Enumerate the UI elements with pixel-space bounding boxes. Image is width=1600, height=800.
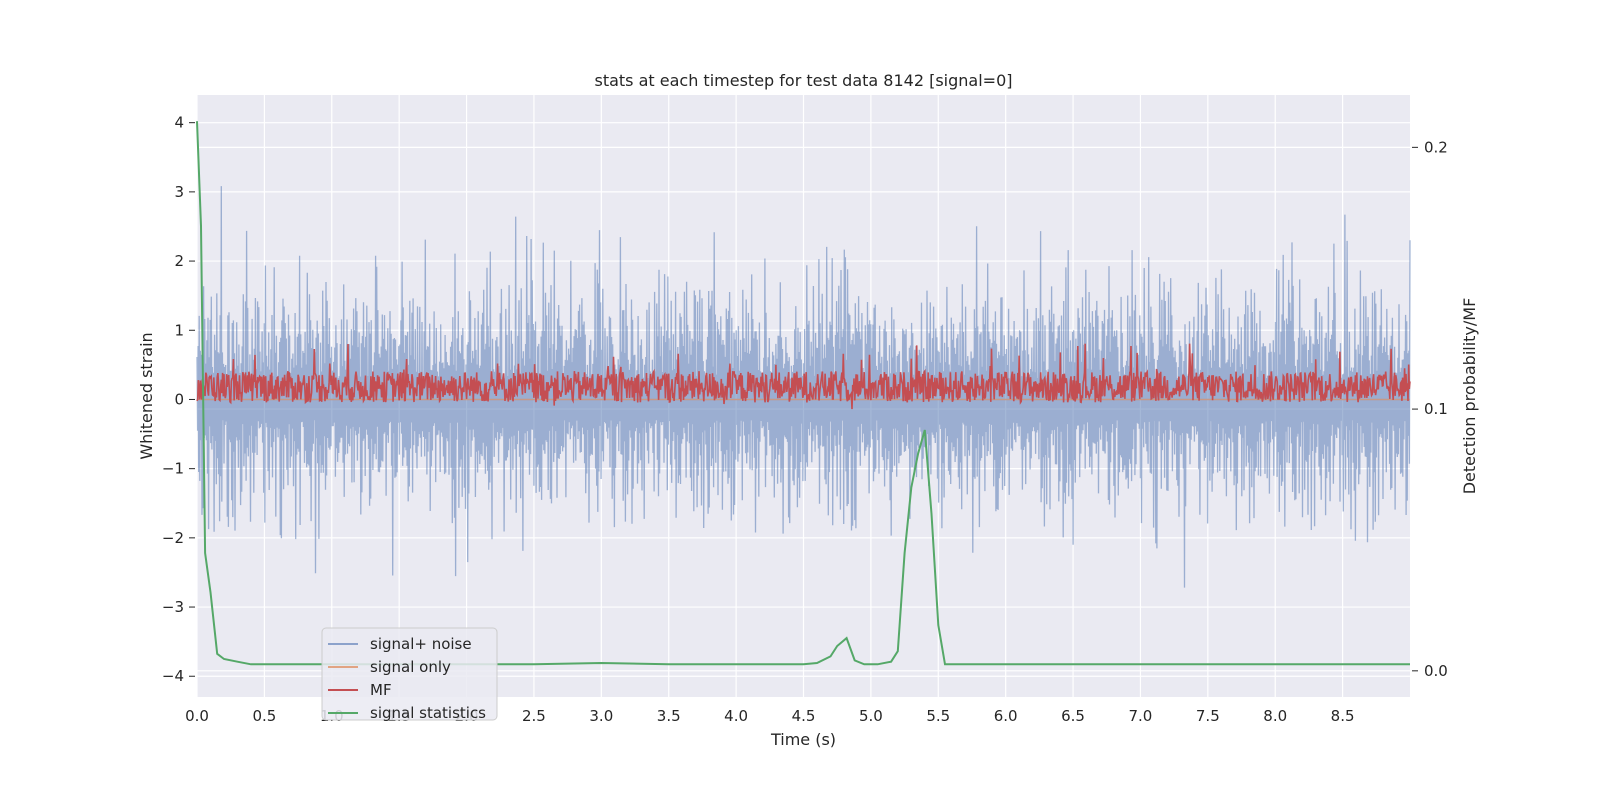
legend-item: MF	[328, 681, 392, 699]
x-tick-label: 5.0	[859, 707, 883, 725]
x-tick-label: 5.5	[926, 707, 950, 725]
x-axis-label: Time (s)	[770, 730, 836, 749]
x-tick-label: 3.0	[589, 707, 613, 725]
legend: signal+ noise signal only MF signal statist…	[321, 627, 498, 722]
x-tick-label: 0.5	[252, 707, 276, 725]
legend-item: signal statistics	[328, 704, 486, 722]
x-tick-label: 7.0	[1129, 707, 1153, 725]
y-tick-label: −4	[162, 667, 184, 685]
signal-statistics-line	[196, 121, 1410, 666]
x-tick-label: 3.5	[657, 707, 681, 725]
x-tick-label: 2.5	[522, 707, 546, 725]
legend-item: signal only	[328, 658, 451, 676]
mf-line	[196, 343, 1411, 410]
x-tick-label: 6.5	[1061, 707, 1085, 725]
x-tick-label: 4.0	[724, 707, 748, 725]
x-tick-label: 7.5	[1196, 707, 1220, 725]
x-tick-label: 8.5	[1331, 707, 1355, 725]
series-mf	[196, 343, 1411, 410]
y-right-tick-label: 0.1	[1424, 400, 1448, 418]
y-tick-label: 2	[174, 252, 184, 270]
legend-label: signal+ noise	[370, 635, 472, 653]
plot-area	[196, 95, 1411, 697]
legend-label: signal only	[370, 658, 451, 676]
x-tick-label: 6.0	[994, 707, 1018, 725]
legend-box	[321, 627, 498, 721]
y-tick-label: 4	[174, 114, 184, 132]
y-tick-label: 1	[174, 321, 184, 339]
y-axis-right-label: Detection probability/MF	[1460, 298, 1479, 495]
y-right-tick-label: 0.2	[1424, 138, 1448, 156]
y-tick-label: −2	[162, 529, 184, 547]
series-signal-statistics	[196, 121, 1410, 666]
x-tick-label: 8.0	[1263, 707, 1287, 725]
series-signal-noise	[196, 186, 1411, 588]
legend-label: MF	[370, 681, 392, 699]
y-right-tick-label: 0.0	[1424, 662, 1448, 680]
chart-title: stats at each timestep for test data 814…	[594, 71, 1012, 90]
x-tick-label: 4.5	[792, 707, 816, 725]
y-axis-label: Whitened strain	[137, 332, 156, 459]
signal-noise-line	[196, 186, 1411, 588]
legend-label: signal statistics	[370, 704, 486, 722]
legend-item: signal+ noise	[328, 635, 472, 653]
x-tick-label: 0.0	[185, 707, 209, 725]
y-tick-label: −1	[162, 460, 184, 478]
y-tick-label: −3	[162, 598, 184, 616]
y-tick-label: 0	[174, 390, 184, 408]
y-tick-label: 3	[174, 183, 184, 201]
